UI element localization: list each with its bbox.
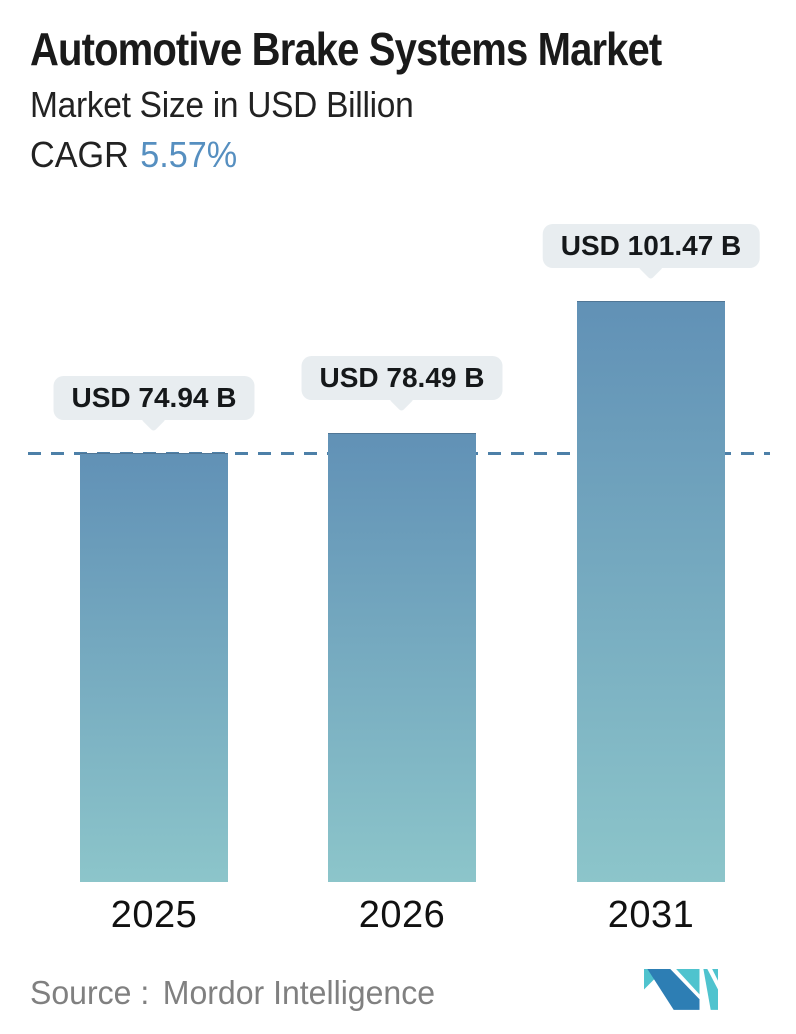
bar-2026 <box>328 433 476 882</box>
bar-chart: USD 74.94 B 2025 USD 78.49 B 2026 USD 101.47… <box>0 224 796 936</box>
bar-column-2025: USD 74.94 B 2025 <box>53 230 255 936</box>
value-label-2026: USD 78.49 B <box>301 356 503 400</box>
source-label: Source : <box>30 974 150 1011</box>
source-value: Mordor Intelligence <box>162 974 436 1011</box>
cagr-label: CAGR <box>30 134 129 175</box>
page-title: Automotive Brake Systems Market <box>30 23 662 75</box>
bar-2025 <box>80 453 228 882</box>
cagr-value: 5.57% <box>140 134 238 175</box>
x-axis-label-2026: 2026 <box>358 894 446 936</box>
bar-column-2026: USD 78.49 B 2026 <box>301 230 503 936</box>
cagr-line: CAGR 5.57% <box>30 134 237 176</box>
value-label-2031: USD 101.47 B <box>542 224 760 268</box>
chart-subtitle: Market Size in USD Billion <box>30 84 414 125</box>
x-axis-label-2031: 2031 <box>607 894 695 936</box>
bar-column-2031: USD 101.47 B 2031 <box>542 224 760 936</box>
mordor-intelligence-logo-icon <box>644 968 718 1010</box>
source-line: Source : Mordor Intelligence <box>30 974 435 1012</box>
bar-2031 <box>577 301 725 882</box>
x-axis-label-2025: 2025 <box>110 894 198 936</box>
value-label-2025: USD 74.94 B <box>53 376 255 420</box>
